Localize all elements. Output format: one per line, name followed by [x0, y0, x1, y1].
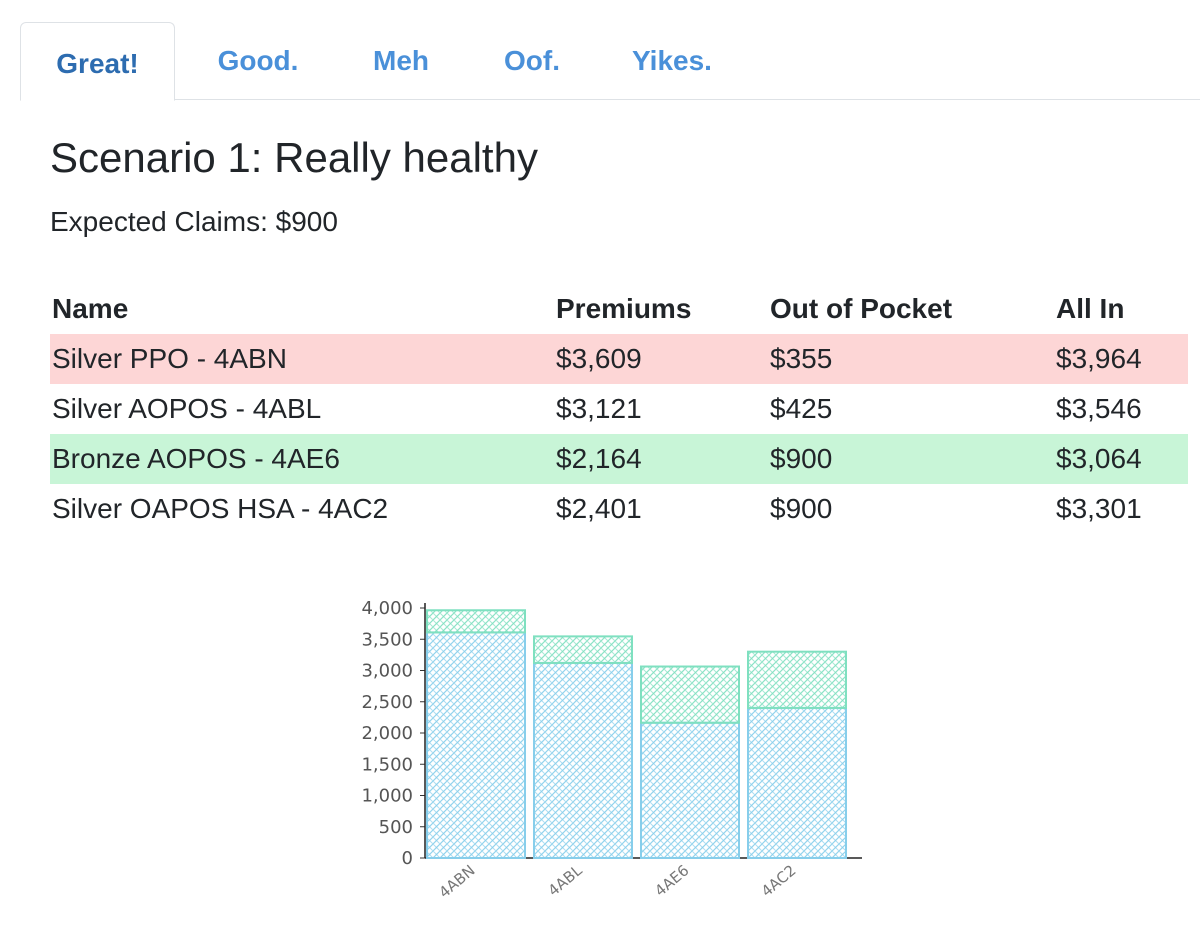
- bar-premiums: [640, 721, 740, 859]
- table-header-row: Name Premiums Out of Pocket All In: [50, 284, 1188, 334]
- y-tick-label: 3,000: [361, 661, 413, 682]
- x-tick-label: 4AE6: [651, 861, 692, 900]
- plan-premiums: $3,121: [556, 393, 642, 424]
- plan-name: Silver PPO - 4ABN: [52, 343, 287, 374]
- bar-out-of-pocket: [533, 635, 633, 664]
- plan-name: Bronze AOPOS - 4AE6: [52, 443, 340, 474]
- plan-out-of-pocket: $900: [770, 443, 833, 474]
- tab-great[interactable]: Great!: [20, 22, 175, 101]
- expected-claims: Expected Claims: $900: [50, 206, 338, 237]
- plan-all-in: $3,964: [1056, 343, 1142, 374]
- table-row: Silver AOPOS - 4ABL $3,121 $425 $3,546: [50, 384, 1188, 434]
- tab-good[interactable]: Good.: [217, 45, 299, 76]
- bar-premiums: [747, 706, 847, 859]
- y-tick-label: 4,000: [361, 598, 413, 619]
- plan-premiums: $2,401: [556, 493, 642, 524]
- x-tick-label: 4AC2: [758, 861, 800, 900]
- bar-out-of-pocket: [747, 650, 847, 709]
- cost-chart: 0 500 1,000 1,500 2,000 2,500 3,000 3,500 4,000 4…: [300, 585, 900, 925]
- scenario-title: Scenario 1: Really healthy: [50, 134, 538, 181]
- table-row: Silver OAPOS HSA - 4AC2 $2,401 $900 $3,3…: [50, 484, 1188, 534]
- plan-premiums: $3,609: [556, 343, 642, 374]
- plan-out-of-pocket: $900: [770, 493, 833, 524]
- plan-all-in: $3,064: [1056, 443, 1142, 474]
- bar-out-of-pocket: [426, 609, 526, 634]
- bar-out-of-pocket: [640, 665, 740, 724]
- bar-premiums: [533, 661, 633, 859]
- header-out-of-pocket: Out of Pocket: [770, 293, 953, 324]
- bar-premiums: [426, 631, 526, 859]
- plan-all-in: $3,546: [1056, 393, 1142, 424]
- header-premiums: Premiums: [556, 293, 692, 324]
- plan-name: Silver AOPOS - 4ABL: [52, 393, 322, 424]
- tab-meh[interactable]: Meh: [373, 45, 429, 76]
- tab-yikes[interactable]: Yikes.: [632, 45, 712, 76]
- y-tick-label: 2,500: [361, 692, 413, 713]
- plan-all-in: $3,301: [1056, 493, 1142, 524]
- x-tick-label: 4ABN: [435, 861, 478, 901]
- scenario-tabs: Great! Good. Meh Oof. Yikes.: [20, 22, 1200, 101]
- stacked-bar-chart: 0 500 1,000 1,500 2,000 2,500 3,000 3,500 4,000 4…: [361, 598, 862, 902]
- plan-out-of-pocket: $425: [770, 393, 833, 424]
- y-tick-label: 1,000: [361, 786, 413, 807]
- plan-premiums: $2,164: [556, 443, 642, 474]
- y-tick-label: 1,500: [361, 754, 413, 775]
- plans-table: Name Premiums Out of Pocket All In Silve…: [50, 284, 1188, 534]
- y-tick-label: 3,500: [361, 629, 413, 650]
- table-row: Bronze AOPOS - 4AE6 $2,164 $900 $3,064: [50, 434, 1188, 484]
- header-all-in: All In: [1056, 293, 1125, 324]
- plan-out-of-pocket: $355: [770, 343, 833, 374]
- header-name: Name: [52, 293, 129, 324]
- y-tick-label: 0: [402, 848, 413, 869]
- plan-name: Silver OAPOS HSA - 4AC2: [52, 493, 389, 524]
- table-row: Silver PPO - 4ABN $3,609 $355 $3,964: [50, 334, 1188, 384]
- y-tick-label: 2,000: [361, 723, 413, 744]
- tab-oof[interactable]: Oof.: [504, 45, 560, 76]
- y-tick-label: 500: [379, 817, 413, 838]
- x-tick-label: 4ABL: [545, 861, 587, 900]
